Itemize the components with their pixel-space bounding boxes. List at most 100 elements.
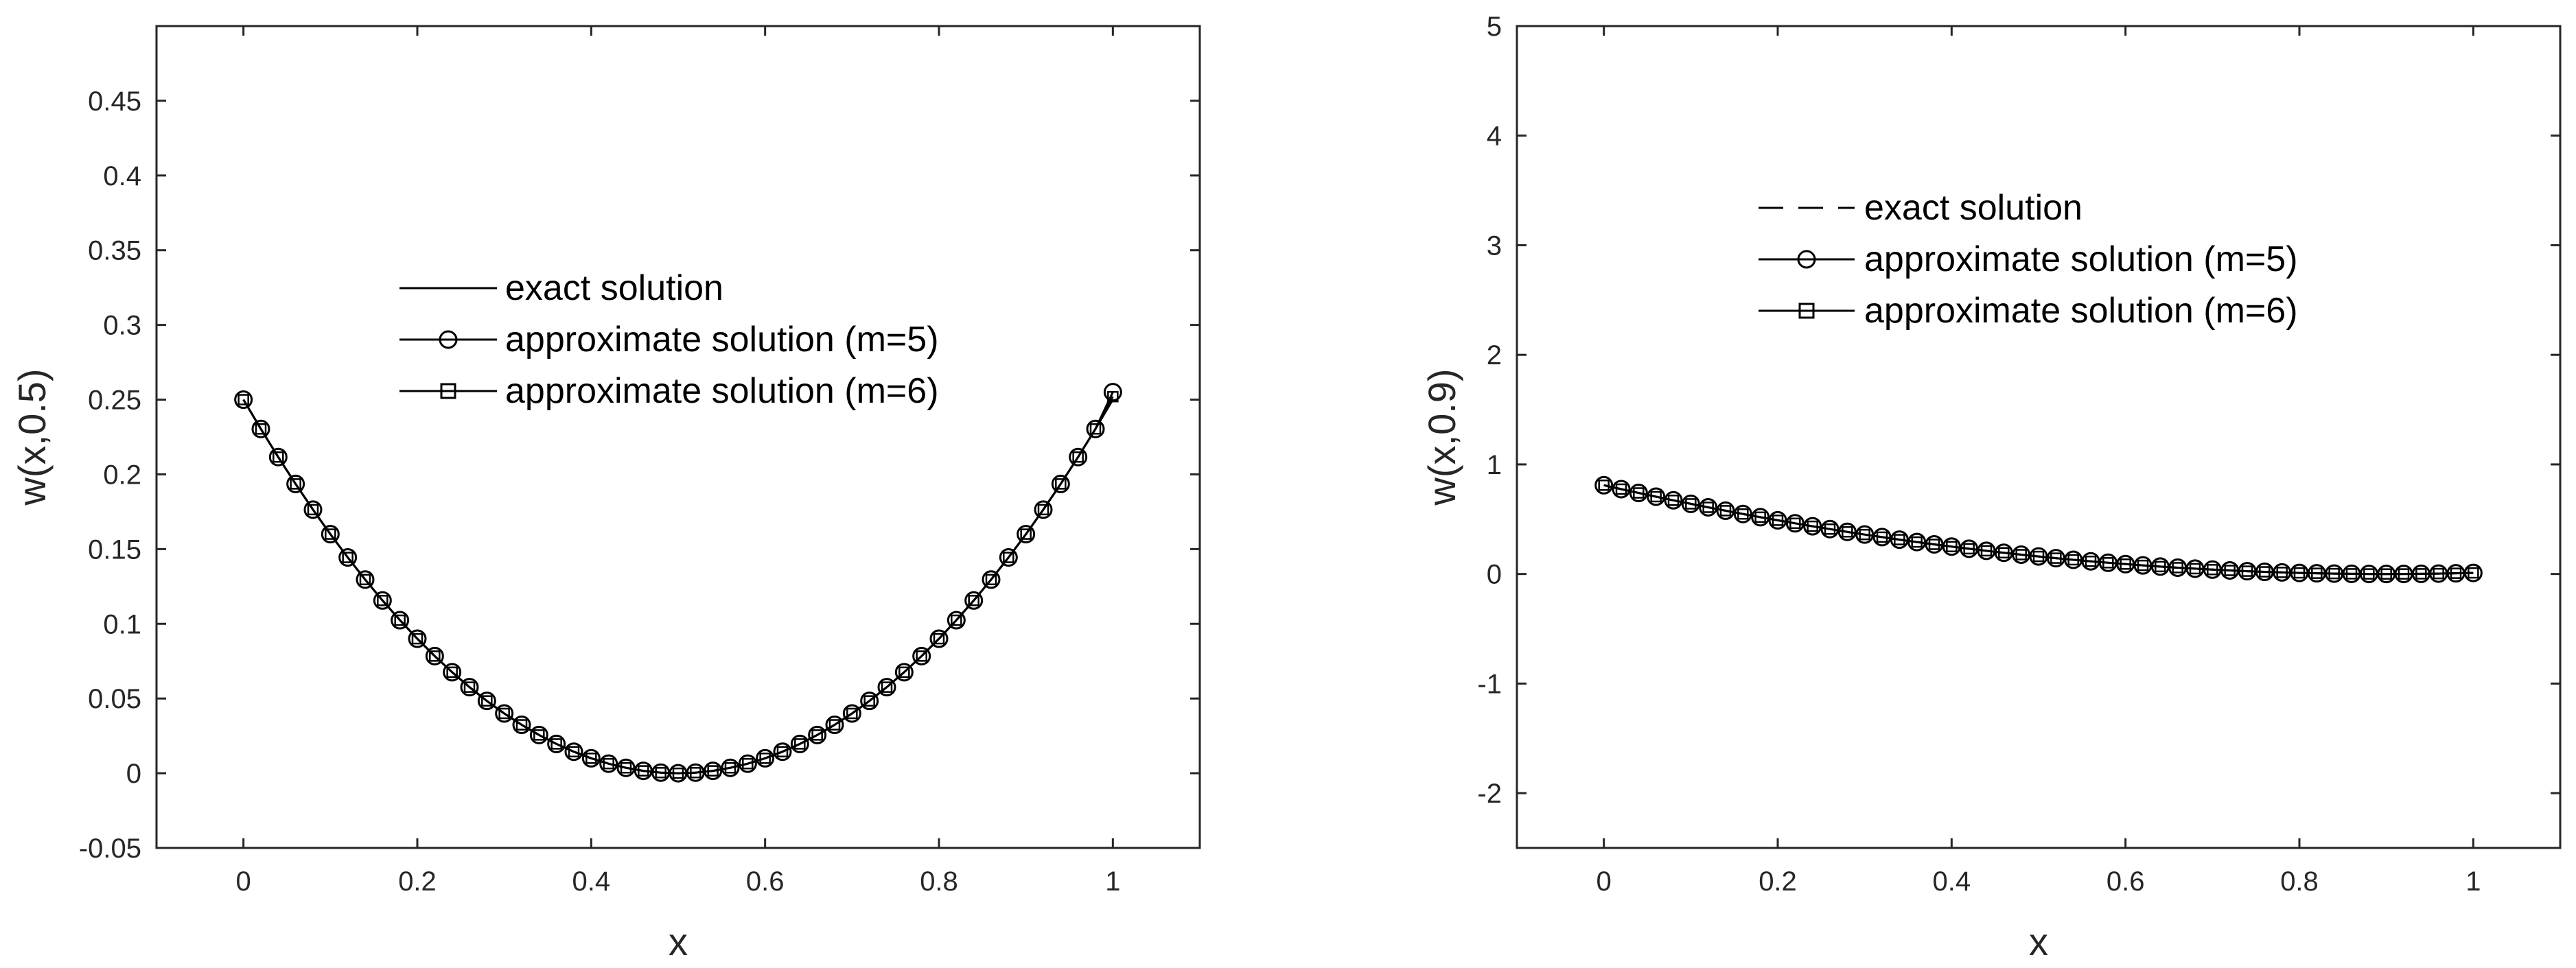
point-left-m6-27: [707, 765, 719, 777]
point-right-m6-18: [1911, 536, 1923, 548]
y-tick-label-right--1: -1: [1477, 669, 1502, 699]
series-left: [234, 383, 1122, 783]
point-right-m6-4: [1667, 495, 1680, 506]
point-right-m5-18: [1907, 532, 1927, 552]
point-left-m5-37: [877, 678, 896, 697]
point-right-m5-12: [1803, 517, 1822, 536]
point-left-m5-30: [756, 748, 775, 768]
point-left-m5-48: [1069, 447, 1088, 467]
y-tick-label-left-0.35: 0.35: [88, 236, 141, 266]
point-right-m5-6: [1699, 497, 1718, 517]
point-right-m6-20: [1946, 541, 1958, 552]
point-right-m6-11: [1789, 517, 1801, 530]
point-right-m5-7: [1716, 501, 1735, 520]
point-right-m6-6: [1702, 501, 1714, 513]
point-left-m6-2: [272, 451, 284, 463]
point-left-m6-3: [290, 478, 301, 490]
point-right-m6-47: [2415, 568, 2427, 580]
legend-right: exact solution approximate solution (m=5…: [1759, 188, 2298, 331]
y-tick-label-right-1: 1: [1487, 450, 1502, 480]
point-left-m5-38: [894, 663, 914, 682]
point-right-m6-17: [1894, 534, 1905, 545]
point-right-m6-21: [1963, 543, 1975, 555]
y-tick-label-left-0.05: 0.05: [88, 684, 141, 714]
point-right-m5-8: [1733, 504, 1752, 523]
point-right-m6-41: [2311, 567, 2323, 579]
point-left-m6-28: [724, 762, 736, 774]
point-left-m6-22: [620, 762, 632, 774]
point-left-m5-42: [964, 591, 984, 610]
point-left-m6-35: [846, 707, 858, 720]
point-left-m6-31: [776, 746, 789, 757]
point-left-m6-14: [481, 695, 493, 707]
point-left-m5-45: [1017, 525, 1036, 544]
point-left-m6-0: [237, 394, 249, 405]
point-left-m6-9: [394, 614, 406, 626]
point-left-m6-39: [916, 650, 927, 662]
point-right-m5-14: [1837, 522, 1857, 541]
point-right-m5-0: [1594, 475, 1614, 495]
point-left-m5-31: [773, 742, 792, 762]
point-left-m5-7: [356, 570, 375, 589]
point-left-m6-40: [933, 633, 945, 645]
point-left-m6-16: [515, 719, 528, 731]
point-left-m6-19: [568, 746, 580, 757]
point-left-m6-34: [828, 719, 841, 731]
point-right-m5-5: [1681, 494, 1700, 513]
point-right-m5-19: [1925, 534, 1944, 554]
y-tick-label-right-5: 5: [1487, 12, 1502, 42]
point-right-m6-10: [1772, 515, 1784, 526]
point-left-m5-10: [408, 629, 427, 648]
point-left-m5-50: [1103, 383, 1122, 402]
point-right-m6-16: [1876, 531, 1888, 543]
point-left-m6-4: [307, 504, 319, 516]
point-left-m5-8: [373, 591, 392, 610]
point-left-m5-20: [581, 748, 601, 768]
point-left-m6-8: [377, 595, 388, 606]
point-left-m6-44: [1003, 552, 1014, 563]
legend-left-label-m5: approximate solution (m=5): [505, 320, 939, 359]
y-tick-label-left-0: 0: [126, 759, 141, 789]
tick-marks-left: [156, 26, 1200, 849]
point-left-m5-6: [338, 548, 358, 567]
point-left-m6-32: [794, 738, 806, 750]
x-tick-label-right-0: 0: [1597, 866, 1612, 897]
point-left-m6-24: [655, 766, 666, 779]
y-tick-label-left--0.05: -0.05: [79, 834, 141, 864]
point-right-m6-15: [1859, 528, 1870, 541]
legend-left: exact solution approximate solution (m=5…: [399, 268, 939, 411]
point-left-m6-10: [411, 633, 423, 645]
x-tick-label-left-0: 0: [236, 866, 251, 897]
legend-left-label-exact: exact solution: [505, 268, 723, 308]
y-tick-label-right-4: 4: [1487, 121, 1502, 152]
tick-labels-right: 0 0.2 0.4 0.6 0.8 1 -2 -1 0 1 2 3 4 5: [1477, 12, 2481, 897]
point-left-m6-1: [255, 423, 267, 435]
tick-marks-right: [1517, 25, 2560, 848]
y-axis-label-right: w(x,0.9): [1420, 368, 1463, 506]
point-left-m6-45: [1020, 528, 1032, 540]
point-left-m5-36: [860, 692, 879, 711]
point-left-m6-41: [951, 614, 962, 626]
point-left-m5-5: [321, 525, 340, 544]
legend-right-label-m6: approximate solution (m=6): [1864, 291, 2298, 331]
point-right-m6-0: [1598, 480, 1610, 491]
point-right-m6-5: [1685, 498, 1697, 510]
legend-right-marker-m5: [1797, 250, 1816, 269]
point-right-m5-15: [1855, 525, 1875, 544]
point-left-m6-12: [446, 666, 458, 678]
x-axis-label-right: x: [2029, 920, 2048, 963]
chart-right: 0 0.2 0.4 0.6 0.8 1 -2 -1 0 1 2 3 4 5 x w(x,0.9) exac…: [1420, 12, 2562, 963]
point-left-m5-1: [251, 419, 270, 438]
point-left-m5-3: [286, 474, 305, 493]
point-right-m6-42: [2328, 567, 2340, 580]
point-left-m5-41: [947, 611, 966, 630]
point-right-m5-4: [1664, 491, 1683, 510]
point-right-m6-23: [1998, 547, 2010, 558]
y-tick-label-right-3: 3: [1487, 231, 1502, 261]
point-left-m6-36: [863, 695, 875, 707]
point-left-m5-15: [495, 704, 514, 723]
point-left-m6-11: [429, 650, 441, 662]
point-right-m6-33: [2172, 562, 2183, 574]
point-right-m6-46: [2398, 568, 2410, 580]
point-left-m6-13: [463, 681, 476, 693]
